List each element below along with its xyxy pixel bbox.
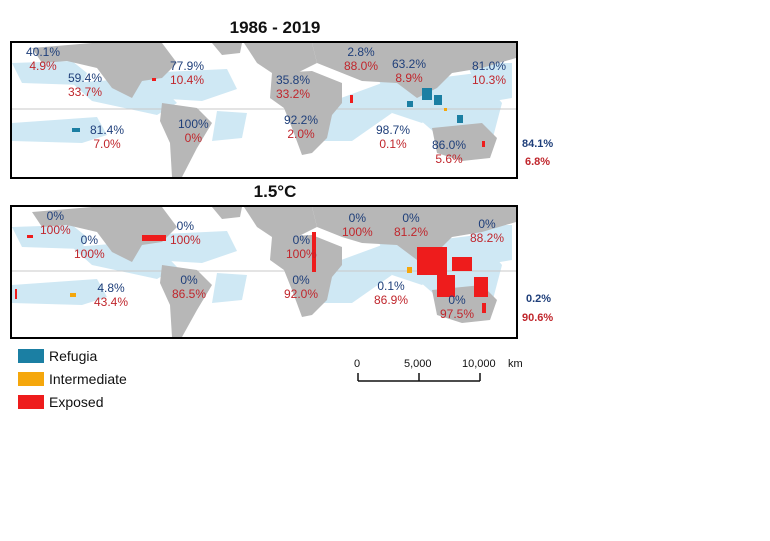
region-label-4: 0% 100% [286, 233, 317, 261]
reef-pixels [72, 78, 485, 147]
panel-title-1-5c: 1.5°C [253, 182, 297, 201]
region-label-11: 98.7% 0.1% [376, 123, 411, 151]
region-label-2: 59.4% 33.7% [68, 71, 103, 99]
region-label-10: 0% 92.0% [284, 273, 319, 301]
reef-pixels [15, 232, 488, 313]
region-label-6: 63.2% 8.9% [392, 57, 427, 85]
region-label-8: 81.4% 7.0% [90, 123, 125, 151]
world-map-historical [12, 43, 516, 177]
scale-tick-0: 0 [354, 358, 361, 370]
region-label-5: 0% 100% [342, 211, 373, 239]
region-label-4: 35.8% 33.2% [276, 73, 311, 101]
region-label-9: 0% 86.5% [172, 273, 207, 301]
legend-swatch-refugia [18, 348, 44, 363]
scale-tick-5000: 5,000 [404, 358, 432, 370]
region-label-7: 81.0% 10.3% [472, 59, 507, 87]
legend: Refugia Intermediate Exposed [18, 344, 127, 413]
legend-swatch-intermediate [18, 371, 44, 386]
region-label-3: 77.9% 10.4% [170, 59, 205, 87]
scale-bar-line [357, 373, 481, 382]
total-exposed-historical: 6.8% [525, 156, 551, 168]
region-label-10: 92.2% 2.0% [284, 113, 319, 141]
legend-item-exposed: Exposed [18, 390, 127, 413]
legend-item-intermediate: Intermediate [18, 367, 127, 390]
scale-unit: km [508, 358, 523, 370]
map-panel-1-5c: 0% 100% 0% 100% 0% 100% 0% 100% 0% 100% 0% 81.… [10, 205, 518, 339]
region-label-12: 0% 97.5% [440, 293, 475, 321]
region-label-9: 100% 0% [178, 117, 209, 145]
region-label-5: 2.8% 88.0% [344, 45, 379, 73]
legend-label-exposed: Exposed [49, 393, 104, 410]
land-masses [32, 43, 516, 177]
region-label-1: 40.1% 4.9% [26, 45, 61, 73]
region-label-8: 4.8% 43.4% [94, 281, 129, 309]
region-label-1: 0% 100% [40, 209, 71, 237]
total-exposed-1-5c: 90.6% [522, 312, 554, 324]
total-refugia-1-5c: 0.2% [526, 293, 552, 305]
panel-title-historical: 1986 - 2019 [229, 18, 321, 37]
total-refugia-historical: 84.1% [522, 138, 554, 150]
region-label-7: 0% 88.2% [470, 217, 505, 245]
region-label-11: 0.1% 86.9% [374, 279, 409, 307]
region-label-3: 0% 100% [170, 219, 201, 247]
legend-label-refugia: Refugia [49, 347, 98, 364]
legend-swatch-exposed [18, 394, 44, 409]
land-masses [32, 207, 516, 337]
world-map-1-5c [12, 207, 516, 337]
scale-bar: 0 5,000 10,000 km [340, 356, 530, 396]
region-label-12: 86.0% 5.6% [432, 138, 467, 166]
legend-item-refugia: Refugia [18, 344, 127, 367]
legend-label-intermediate: Intermediate [49, 370, 127, 387]
region-label-6: 0% 81.2% [394, 211, 429, 239]
region-label-2: 0% 100% [74, 233, 105, 261]
scale-tick-10000: 10,000 [462, 358, 496, 370]
map-panel-historical: 40.1% 4.9% 59.4% 33.7% 77.9% 10.4% 35.8% 33.… [10, 41, 518, 179]
